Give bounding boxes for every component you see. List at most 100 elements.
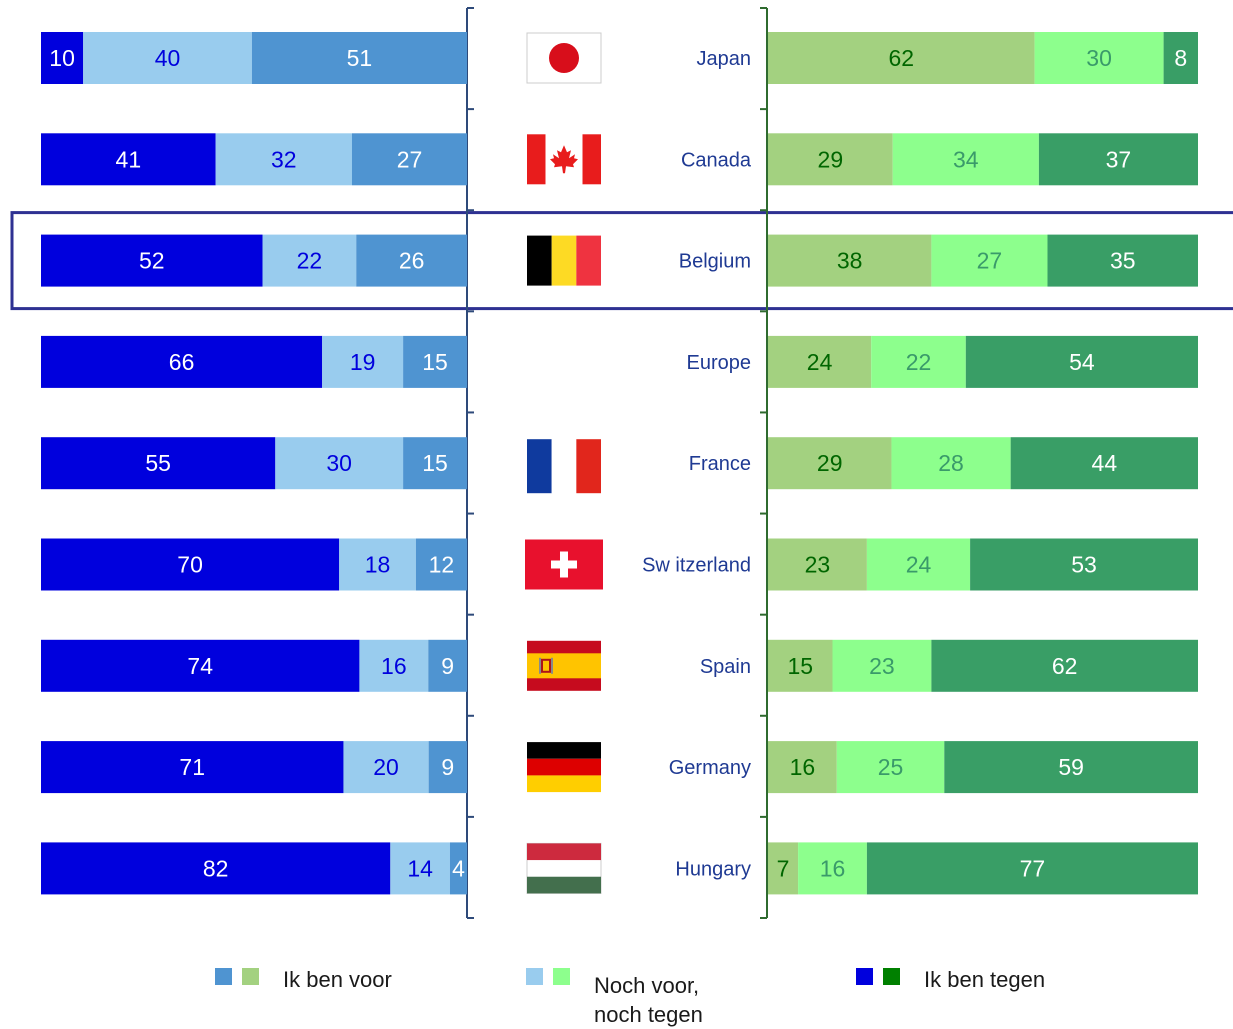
- legend-label-tegen: Ik ben tegen: [924, 967, 1046, 992]
- right-bar-canada-0: [768, 133, 893, 186]
- right-bar-spain-1: [832, 639, 932, 692]
- legend-swatch-voor-green: [242, 968, 259, 985]
- right-label-europe-2: 54: [1069, 349, 1095, 375]
- right-bar-germany-1: [836, 741, 945, 794]
- left-label-canada-1: 32: [271, 146, 297, 172]
- category-label-germany: Germany: [669, 757, 751, 779]
- left-bar-hungary-0: [41, 842, 391, 895]
- left-bar-europe-0: [41, 335, 323, 388]
- right-label-canada-0: 29: [818, 146, 844, 172]
- right-label-switzerland-0: 23: [805, 552, 831, 578]
- legend-swatch-tegen-green: [883, 968, 900, 985]
- spain-flag: [527, 640, 601, 691]
- left-label-spain-2: 9: [441, 653, 454, 679]
- left-bar-canada-1: [215, 133, 352, 186]
- left-label-europe-1: 19: [350, 349, 376, 375]
- right-label-hungary-2: 77: [1020, 855, 1046, 881]
- left-bar-europe-1: [322, 335, 404, 388]
- right-label-canada-1: 34: [953, 146, 979, 172]
- right-label-france-2: 44: [1092, 450, 1118, 476]
- left-label-switzerland-0: 70: [177, 552, 203, 578]
- legend-label-neutral-line1: Noch voor,: [594, 973, 700, 998]
- left-label-belgium-1: 22: [297, 248, 323, 274]
- right-bar-japan-1: [1034, 32, 1164, 84]
- left-bar-switzerland-0: [41, 538, 340, 591]
- left-bar-canada-2: [351, 133, 467, 186]
- left-label-france-0: 55: [145, 450, 171, 476]
- left-label-belgium-0: 52: [139, 248, 165, 274]
- category-label-canada: Canada: [681, 149, 752, 171]
- legend-voor: Ik ben voor: [215, 965, 392, 994]
- left-label-hungary-2: 4: [452, 855, 465, 881]
- right-bar-hungary-2: [866, 842, 1198, 895]
- highlight-box: [10, 211, 1233, 311]
- right-label-belgium-0: 38: [837, 248, 863, 274]
- left-label-japan-0: 10: [49, 45, 75, 71]
- legend-swatch-tegen-blue: [856, 968, 873, 985]
- left-label-spain-1: 16: [381, 653, 407, 679]
- right-label-switzerland-2: 53: [1071, 552, 1097, 578]
- left-bar-hungary-2: [449, 842, 467, 895]
- category-label-switzerland: Sw itzerland: [642, 555, 751, 577]
- right-label-belgium-1: 27: [977, 248, 1003, 274]
- left-bar-belgium-1: [262, 234, 357, 287]
- right-bar-canada-2: [1038, 133, 1198, 186]
- right-bar-switzerland-0: [768, 538, 867, 591]
- right-label-spain-1: 23: [869, 653, 895, 679]
- right-bar-switzerland-1: [866, 538, 971, 591]
- right-label-germany-1: 25: [878, 754, 904, 780]
- canada-flag: [527, 134, 601, 185]
- left-label-spain-0: 74: [187, 653, 213, 679]
- right-bar-germany-2: [944, 741, 1198, 794]
- left-label-hungary-1: 14: [407, 855, 433, 881]
- hungary-flag: [526, 842, 602, 894]
- right-bar-canada-1: [892, 133, 1039, 186]
- left-bar-hungary-1: [390, 842, 450, 895]
- right-label-france-0: 29: [817, 450, 843, 476]
- right-label-switzerland-1: 24: [906, 552, 932, 578]
- right-bar-france-1: [891, 437, 1011, 490]
- right-label-japan-0: 62: [889, 45, 915, 71]
- right-label-canada-2: 37: [1106, 146, 1132, 172]
- left-bar-france-1: [275, 437, 404, 490]
- legend-label-neutral: Noch voor, noch tegen: [594, 971, 734, 1029]
- right-bar-belgium-0: [768, 234, 932, 287]
- right-bar-spain-2: [931, 639, 1198, 692]
- left-bar-france-2: [403, 437, 467, 490]
- right-label-europe-0: 24: [807, 349, 833, 375]
- legend-swatch-neutral-blue: [526, 968, 543, 985]
- right-label-spain-2: 62: [1052, 653, 1078, 679]
- right-bar-germany-0: [768, 741, 837, 794]
- right-label-hungary-0: 7: [777, 855, 790, 881]
- right-bar-hungary-1: [798, 842, 867, 895]
- right-label-japan-2: 8: [1174, 45, 1187, 71]
- legend-tegen: Ik ben tegen: [856, 965, 1045, 994]
- left-bar-germany-0: [41, 741, 344, 794]
- left-bar-switzerland-1: [339, 538, 416, 591]
- left-bar-japan-1: [83, 32, 252, 84]
- left-bar-france-0: [41, 437, 276, 490]
- left-bar-spain-2: [428, 639, 467, 692]
- right-label-europe-1: 22: [906, 349, 932, 375]
- right-bar-france-0: [768, 437, 892, 490]
- left-label-japan-2: 51: [347, 45, 373, 71]
- left-label-germany-2: 9: [441, 754, 454, 780]
- legend-neutral: Noch voor, noch tegen: [526, 965, 734, 1029]
- left-bar-spain-0: [41, 639, 360, 692]
- right-bar-belgium-1: [931, 234, 1048, 287]
- right-bar-europe-1: [871, 335, 966, 388]
- legend-swatch-neutral-green: [553, 968, 570, 985]
- right-bar-hungary-0: [768, 842, 799, 895]
- legend-label-neutral-line2: noch tegen: [594, 1002, 703, 1027]
- legend-label-voor: Ik ben voor: [283, 967, 392, 992]
- left-label-germany-1: 20: [373, 754, 399, 780]
- left-bar-spain-1: [359, 639, 429, 692]
- right-bar-europe-2: [965, 335, 1198, 388]
- right-label-japan-1: 30: [1086, 45, 1112, 71]
- right-bar-japan-0: [768, 32, 1035, 84]
- right-bar-france-2: [1010, 437, 1198, 490]
- right-label-belgium-2: 35: [1110, 248, 1136, 274]
- left-label-canada-2: 27: [397, 146, 423, 172]
- category-label-belgium: Belgium: [679, 251, 751, 273]
- left-label-switzerland-2: 12: [429, 552, 455, 578]
